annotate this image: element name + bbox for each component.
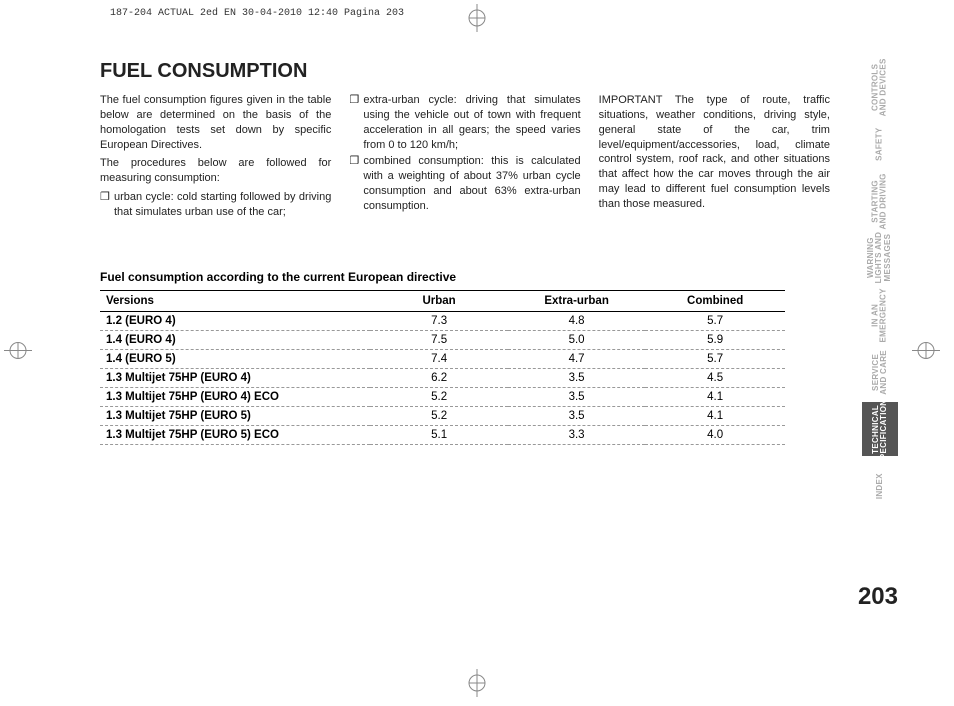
table-cell: 1.4 (EURO 4) <box>100 330 370 349</box>
table-caption: Fuel consumption according to the curren… <box>100 270 830 284</box>
table-cell: 4.7 <box>508 349 645 368</box>
table-cell: 4.8 <box>508 311 645 330</box>
table-cell: 4.1 <box>645 406 785 425</box>
bullet-text: extra-urban cycle: driving that simulate… <box>363 93 580 152</box>
side-tab[interactable]: TECHNICALSPECIFICATIONS <box>862 402 898 456</box>
paragraph: IMPORTANT The type of route, traffic sit… <box>599 93 830 212</box>
table-cell: 3.5 <box>508 406 645 425</box>
table-cell: 7.3 <box>370 311 508 330</box>
side-tab[interactable]: WARNINGLIGHTS ANDMESSAGES <box>862 231 898 285</box>
header-metadata: 187-204 ACTUAL 2ed EN 30-04-2010 12:40 P… <box>110 8 404 19</box>
paragraph: The procedures below are followed for me… <box>100 156 331 186</box>
table-row: 1.3 Multijet 75HP (EURO 5)5.23.54.1 <box>100 406 785 425</box>
table-header: Combined <box>645 290 785 311</box>
table-cell: 1.3 Multijet 75HP (EURO 5) <box>100 406 370 425</box>
crop-mark-left <box>4 337 32 370</box>
side-tab[interactable]: STARTINGAND DRIVING <box>862 174 898 228</box>
table-cell: 7.5 <box>370 330 508 349</box>
table-row: 1.2 (EURO 4)7.34.85.7 <box>100 311 785 330</box>
column-2: ❐ extra-urban cycle: driving that simula… <box>349 93 580 222</box>
table-cell: 7.4 <box>370 349 508 368</box>
bullet-item: ❐ combined consumption: this is calculat… <box>349 154 580 213</box>
table-cell: 3.5 <box>508 368 645 387</box>
table-header: Urban <box>370 290 508 311</box>
bullet-text: combined consumption: this is calculated… <box>363 154 580 213</box>
side-tab-label: SAFETY <box>876 127 884 160</box>
side-tab[interactable]: CONTROLSAND DEVICES <box>862 60 898 114</box>
table-cell: 5.2 <box>370 387 508 406</box>
bullet-mark-icon: ❐ <box>100 190 114 220</box>
page-title: FUEL CONSUMPTION <box>100 60 830 83</box>
table-cell: 4.0 <box>645 425 785 444</box>
page-number: 203 <box>858 583 898 611</box>
bullet-mark-icon: ❐ <box>349 93 363 152</box>
table-cell: 5.0 <box>508 330 645 349</box>
fuel-consumption-table: Versions Urban Extra-urban Combined 1.2 … <box>100 290 785 445</box>
table-header-row: Versions Urban Extra-urban Combined <box>100 290 785 311</box>
crop-mark-bottom <box>463 669 491 702</box>
table-cell: 1.3 Multijet 75HP (EURO 5) ECO <box>100 425 370 444</box>
crop-mark-top <box>463 4 491 37</box>
bullet-mark-icon: ❐ <box>349 154 363 213</box>
side-tab-label: WARNINGLIGHTS ANDMESSAGES <box>867 232 892 284</box>
table-cell: 4.1 <box>645 387 785 406</box>
table-cell: 5.1 <box>370 425 508 444</box>
side-tabs: CONTROLSAND DEVICES SAFETY STARTINGAND DRI… <box>862 60 898 513</box>
side-tab-label: TECHNICALSPECIFICATIONS <box>872 394 889 465</box>
table-row: 1.4 (EURO 5)7.44.75.7 <box>100 349 785 368</box>
bullet-item: ❐ urban cycle: cold starting followed by… <box>100 190 331 220</box>
side-tab[interactable]: IN ANEMERGENCY <box>862 288 898 342</box>
column-3: IMPORTANT The type of route, traffic sit… <box>599 93 830 222</box>
table-cell: 5.9 <box>645 330 785 349</box>
side-tab-label: STARTINGAND DRIVING <box>872 173 889 229</box>
table-row: 1.3 Multijet 75HP (EURO 4)6.23.54.5 <box>100 368 785 387</box>
bullet-text: urban cycle: cold starting followed by d… <box>114 190 331 220</box>
text-columns: The fuel consumption figures given in th… <box>100 93 830 222</box>
table-cell: 5.2 <box>370 406 508 425</box>
side-tab[interactable]: INDEX <box>862 459 898 513</box>
paragraph: The fuel consumption figures given in th… <box>100 93 331 152</box>
table-cell: 1.4 (EURO 5) <box>100 349 370 368</box>
side-tab[interactable]: SAFETY <box>862 117 898 171</box>
table-cell: 1.2 (EURO 4) <box>100 311 370 330</box>
side-tab-label: SERVICEAND CARE <box>872 350 889 395</box>
table-header: Extra-urban <box>508 290 645 311</box>
fuel-table-area: Fuel consumption according to the curren… <box>100 270 830 445</box>
page-content: FUEL CONSUMPTION The fuel consumption fi… <box>100 60 830 445</box>
table-row: 1.3 Multijet 75HP (EURO 4) ECO5.23.54.1 <box>100 387 785 406</box>
table-cell: 5.7 <box>645 311 785 330</box>
table-cell: 5.7 <box>645 349 785 368</box>
table-cell: 4.5 <box>645 368 785 387</box>
table-cell: 6.2 <box>370 368 508 387</box>
table-cell: 1.3 Multijet 75HP (EURO 4) ECO <box>100 387 370 406</box>
table-cell: 3.5 <box>508 387 645 406</box>
side-tab-label: IN ANEMERGENCY <box>872 288 889 342</box>
column-1: The fuel consumption figures given in th… <box>100 93 331 222</box>
side-tab-label: INDEX <box>876 473 884 499</box>
table-header: Versions <box>100 290 370 311</box>
table-row: 1.3 Multijet 75HP (EURO 5) ECO5.13.34.0 <box>100 425 785 444</box>
table-row: 1.4 (EURO 4)7.55.05.9 <box>100 330 785 349</box>
side-tab-label: CONTROLSAND DEVICES <box>872 58 889 116</box>
bullet-item: ❐ extra-urban cycle: driving that simula… <box>349 93 580 152</box>
table-cell: 3.3 <box>508 425 645 444</box>
side-tab[interactable]: SERVICEAND CARE <box>862 345 898 399</box>
table-cell: 1.3 Multijet 75HP (EURO 4) <box>100 368 370 387</box>
crop-mark-right <box>912 337 940 370</box>
